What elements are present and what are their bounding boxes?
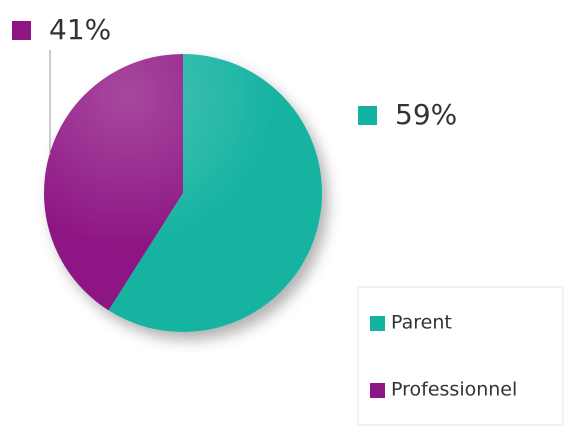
data-label: 41%	[49, 13, 111, 46]
legend-label: Parent	[391, 312, 452, 334]
legend	[357, 286, 564, 426]
legend-label: Professionnel	[391, 379, 517, 401]
legend-marker	[370, 383, 385, 398]
data-label-marker	[358, 106, 377, 125]
pie	[44, 54, 323, 332]
data-label: 59%	[395, 98, 457, 131]
data-label-marker	[12, 21, 31, 40]
legend-marker	[370, 316, 385, 331]
